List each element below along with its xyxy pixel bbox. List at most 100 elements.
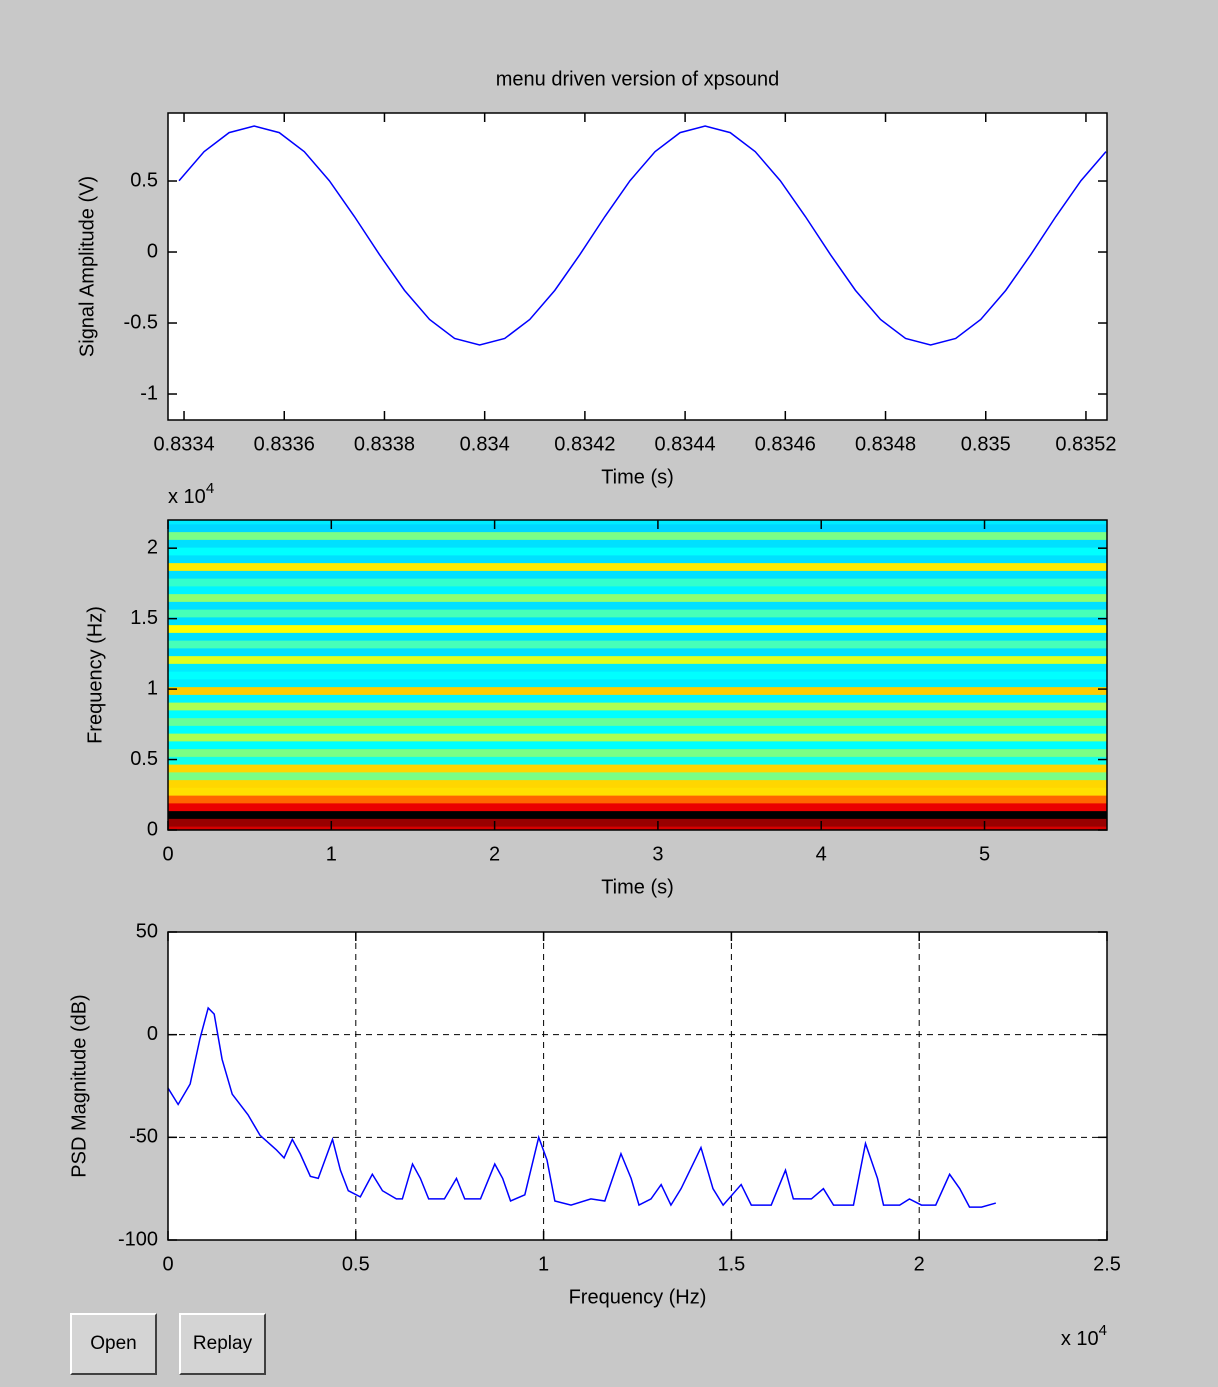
spectrogram-row [168, 640, 1107, 649]
spectrogram-row [168, 717, 1107, 726]
x-tick-label: 0.8342 [554, 433, 615, 455]
open-button[interactable]: Open [70, 1313, 157, 1375]
replay-button[interactable]: Replay [179, 1313, 266, 1375]
axes-box [167, 931, 1108, 1241]
x-tick-label: 0.8344 [655, 433, 716, 455]
y-tick-label: 50 [136, 920, 158, 942]
y-tick-label: 0 [147, 818, 158, 840]
spectrogram-row [168, 686, 1107, 695]
spectrogram-row [168, 554, 1107, 564]
x-tick-label: 5 [979, 843, 990, 865]
spectrogram-row [168, 585, 1107, 595]
multiplier-exponent: 4 [1099, 1322, 1107, 1339]
y-tick-label: 0.5 [130, 169, 158, 191]
x-axis-label: Time (s) [601, 466, 674, 488]
x-tick-label: 0.8346 [755, 433, 816, 455]
spectrogram-row [168, 655, 1107, 664]
spectrogram-row [168, 570, 1107, 579]
x-tick-label: 0.8348 [855, 433, 916, 455]
chart-title: menu driven version of xpsound [496, 68, 780, 90]
spectrogram-row [168, 616, 1107, 626]
spectrogram-row [168, 733, 1107, 742]
x-tick-label: 0.5 [342, 1253, 370, 1275]
x-tick-label: 0 [162, 1253, 173, 1275]
spectrogram-row [168, 779, 1107, 788]
spectrogram-row [168, 725, 1107, 734]
x-tick-label: 2 [914, 1253, 925, 1275]
x-tick-label: 0.8336 [254, 433, 315, 455]
x-tick-label: 0.834 [460, 433, 510, 455]
spectrogram-row [168, 531, 1107, 540]
spectrogram-row [168, 678, 1107, 688]
y-tick-label: 2 [147, 536, 158, 558]
spectrogram-row [168, 562, 1107, 571]
x-tick-label: 0.8334 [153, 433, 214, 455]
spectrogram-row [168, 601, 1107, 610]
x-tick-label: 1 [538, 1253, 549, 1275]
y-tick-label: -0.5 [124, 311, 158, 333]
spectrogram-row [168, 702, 1107, 711]
spectrogram-row [168, 818, 1107, 827]
multiplier-exponent: 4 [206, 480, 214, 497]
x-axis-label: Time (s) [601, 876, 674, 898]
spectrogram-row [168, 520, 1107, 525]
spectrogram-row [168, 539, 1107, 548]
spectrogram-row [168, 795, 1107, 804]
spectrogram-row [168, 810, 1107, 819]
axis-multiplier: x 104 [168, 480, 214, 508]
x-tick-label: 1.5 [717, 1253, 745, 1275]
y-axis-label: Frequency (Hz) [84, 606, 106, 744]
x-tick-label: 0.8338 [354, 433, 415, 455]
spectrogram-row [168, 802, 1107, 812]
spectrogram-row [168, 709, 1107, 719]
x-tick-label: 3 [652, 843, 663, 865]
signal-line [168, 1006, 997, 1208]
spectrogram-row [168, 547, 1107, 556]
spectrogram-row [168, 740, 1107, 750]
y-tick-label: -100 [118, 1228, 158, 1250]
axes-box [167, 519, 1108, 831]
spectrogram-row [168, 632, 1107, 641]
spectrogram-row [168, 593, 1107, 602]
spectrogram-row [168, 748, 1107, 757]
y-tick-label: 1 [147, 677, 158, 699]
spectrogram-row [168, 671, 1107, 680]
spectrogram-row [168, 764, 1107, 773]
axis-multiplier: x 104 [1061, 1322, 1107, 1350]
y-tick-label: -50 [129, 1126, 158, 1148]
x-tick-label: 0.835 [961, 433, 1011, 455]
y-tick-label: 0 [147, 240, 158, 262]
y-tick-label: 0.5 [130, 748, 158, 770]
x-tick-label: 0 [162, 843, 173, 865]
signal-line [178, 125, 1107, 346]
y-axis-label: Signal Amplitude (V) [76, 176, 98, 357]
plot-area [168, 932, 1107, 1240]
spectrogram-row [168, 663, 1107, 672]
spectrogram-row [168, 523, 1107, 533]
spectrogram-row [168, 787, 1107, 796]
spectrogram-row [168, 771, 1107, 781]
x-axis-label: Frequency (Hz) [569, 1286, 707, 1308]
spectrogram-row [168, 624, 1107, 633]
x-tick-label: 0.8352 [1055, 433, 1116, 455]
multiplier-base: x 10 [168, 486, 206, 508]
y-axis-label: PSD Magnitude (dB) [68, 994, 90, 1177]
spectrogram-row [168, 578, 1107, 587]
multiplier-base: x 10 [1061, 1328, 1099, 1350]
spectrogram-row [168, 647, 1107, 657]
x-tick-label: 1 [326, 843, 337, 865]
x-tick-label: 2 [489, 843, 500, 865]
x-tick-label: 4 [816, 843, 827, 865]
y-tick-label: 1.5 [130, 607, 158, 629]
y-tick-label: -1 [140, 382, 158, 404]
plot-area [168, 113, 1107, 420]
y-tick-label: 0 [147, 1023, 158, 1045]
axes-box [167, 112, 1108, 421]
x-tick-label: 2.5 [1093, 1253, 1121, 1275]
spectrogram-row [168, 826, 1107, 830]
spectrogram-row [168, 609, 1107, 618]
spectrogram-row [168, 694, 1107, 703]
